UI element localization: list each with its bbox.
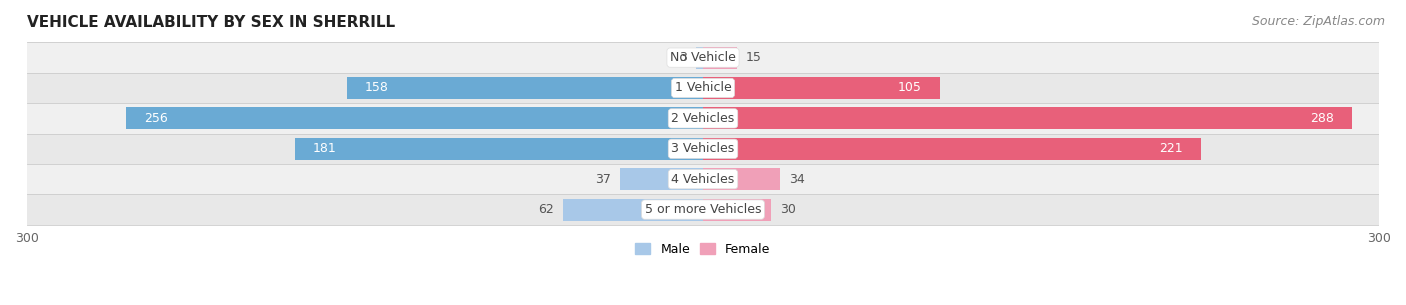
Bar bbox=[696, 47, 703, 69]
Text: 34: 34 bbox=[789, 173, 804, 186]
Bar bbox=[27, 42, 1379, 73]
Bar bbox=[564, 199, 703, 221]
Text: 30: 30 bbox=[779, 203, 796, 216]
Bar bbox=[27, 103, 1379, 134]
Text: No Vehicle: No Vehicle bbox=[671, 51, 735, 64]
Text: 221: 221 bbox=[1160, 142, 1182, 155]
Bar bbox=[703, 77, 939, 99]
Text: 1 Vehicle: 1 Vehicle bbox=[675, 81, 731, 95]
Bar bbox=[703, 138, 1201, 160]
Bar bbox=[127, 107, 703, 129]
Legend: Male, Female: Male, Female bbox=[630, 238, 776, 261]
Bar bbox=[703, 199, 770, 221]
Bar bbox=[347, 77, 703, 99]
Text: Source: ZipAtlas.com: Source: ZipAtlas.com bbox=[1251, 15, 1385, 28]
Text: 15: 15 bbox=[745, 51, 762, 64]
Bar bbox=[620, 168, 703, 190]
Bar bbox=[703, 168, 779, 190]
Text: 288: 288 bbox=[1310, 112, 1334, 125]
Bar bbox=[295, 138, 703, 160]
Text: 62: 62 bbox=[538, 203, 554, 216]
Bar bbox=[27, 73, 1379, 103]
Text: VEHICLE AVAILABILITY BY SEX IN SHERRILL: VEHICLE AVAILABILITY BY SEX IN SHERRILL bbox=[27, 15, 395, 30]
Text: 105: 105 bbox=[897, 81, 921, 95]
Text: 256: 256 bbox=[145, 112, 167, 125]
Text: 4 Vehicles: 4 Vehicles bbox=[672, 173, 734, 186]
Text: 158: 158 bbox=[366, 81, 389, 95]
Bar bbox=[703, 107, 1353, 129]
Bar bbox=[703, 47, 737, 69]
Text: 5 or more Vehicles: 5 or more Vehicles bbox=[645, 203, 761, 216]
Bar bbox=[27, 194, 1379, 225]
Text: 181: 181 bbox=[314, 142, 337, 155]
Bar bbox=[27, 134, 1379, 164]
Text: 37: 37 bbox=[595, 173, 610, 186]
Bar bbox=[27, 164, 1379, 194]
Text: 2 Vehicles: 2 Vehicles bbox=[672, 112, 734, 125]
Text: 3 Vehicles: 3 Vehicles bbox=[672, 142, 734, 155]
Text: 3: 3 bbox=[679, 51, 688, 64]
